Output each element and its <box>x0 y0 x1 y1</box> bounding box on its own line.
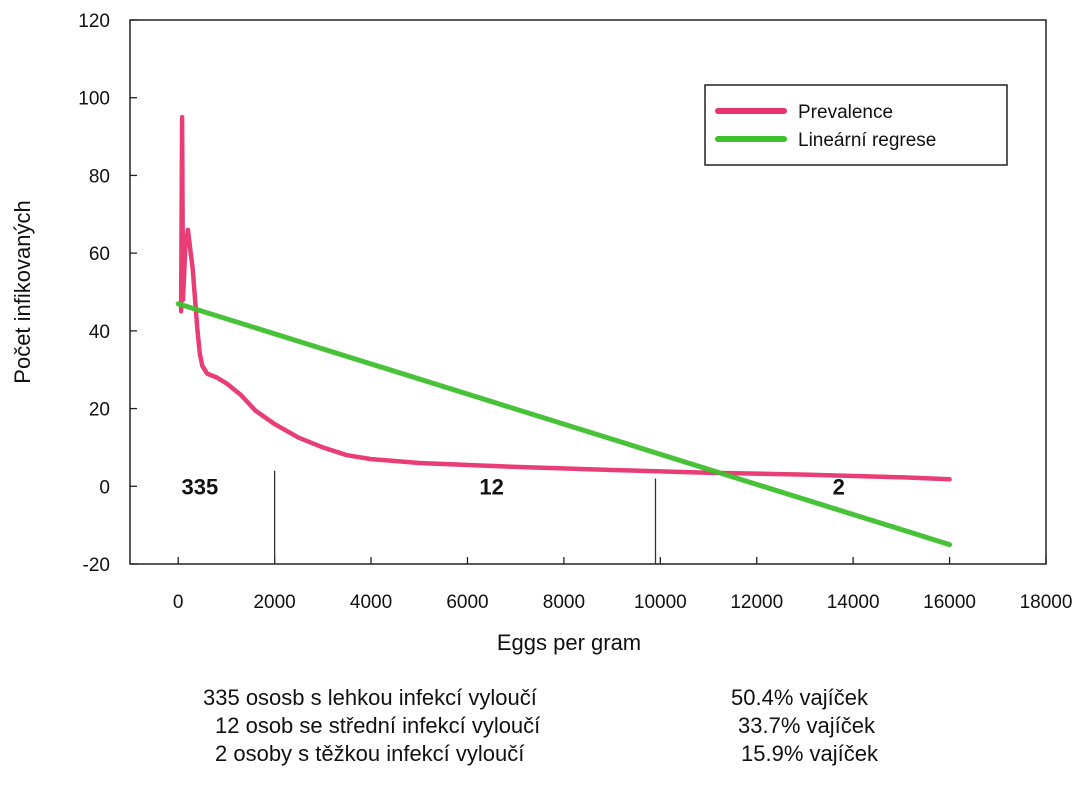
footnote-row: 335 ososb s lehkou infekcí vyloučí 50.4%… <box>203 684 963 712</box>
x-tick-label: 10000 <box>634 592 687 613</box>
x-axis-title: Eggs per gram <box>497 630 641 655</box>
series-line-regression <box>175 301 953 548</box>
y-tick-label: 120 <box>78 11 110 32</box>
footnote-percentage: 33.7% vajíček <box>738 713 875 738</box>
x-tick-label: 0 <box>173 592 184 613</box>
legend-label-regression: Lineární regrese <box>798 130 936 151</box>
group-count-label: 335 <box>182 474 219 499</box>
series-line-prevalence <box>178 114 952 482</box>
y-tick-label: 40 <box>89 322 110 343</box>
legend: Prevalence Lineární regrese <box>704 84 1008 166</box>
footnotes: 335 ososb s lehkou infekcí vyloučí 50.4%… <box>203 684 963 768</box>
footnote-text: 335 ososb s lehkou infekcí vyloučí <box>203 685 537 710</box>
legend-label-prevalence: Prevalence <box>798 102 893 123</box>
group-dividers <box>273 470 657 564</box>
x-tick-label: 18000 <box>1020 592 1073 613</box>
group-count-label: 12 <box>479 474 503 499</box>
series-layer <box>175 114 953 548</box>
group-count-label: 2 <box>833 474 845 499</box>
x-tick-label: 14000 <box>827 592 880 613</box>
footnote-row: 12 osob se střední infekcí vyloučí 33.7%… <box>203 712 963 740</box>
group-labels: 335 12 2 <box>182 474 845 499</box>
y-tick-label: 80 <box>89 166 110 187</box>
x-axis-ticks: 0 2000 4000 6000 8000 10000 12000 14000 16000 180… <box>173 557 1073 613</box>
y-tick-label: 60 <box>89 244 110 265</box>
footnote-text: 2 osoby s těžkou infekcí vyloučí <box>215 741 525 766</box>
y-tick-label: 0 <box>99 477 110 498</box>
y-axis-ticks: -20 0 20 40 60 80 100 120 <box>78 11 137 576</box>
chart: -20 0 20 40 60 80 100 120 0 2000 4000 6000 8000 1000… <box>10 11 1073 655</box>
x-tick-label: 16000 <box>923 592 976 613</box>
x-tick-label: 12000 <box>730 592 783 613</box>
y-tick-label: 20 <box>89 400 110 421</box>
x-tick-label: 2000 <box>253 592 295 613</box>
legend-box <box>704 84 1008 166</box>
footnote-percentage: 50.4% vajíček <box>731 685 868 710</box>
y-tick-label: 100 <box>78 89 110 110</box>
y-tick-label: -20 <box>83 555 110 576</box>
x-tick-label: 8000 <box>543 592 585 613</box>
x-tick-label: 4000 <box>350 592 392 613</box>
y-axis-title: Počet infikovaných <box>10 200 35 383</box>
footnote-text: 12 osob se střední infekcí vyloučí <box>215 713 541 738</box>
footnote-row: 2 osoby s těžkou infekcí vyloučí 15.9% v… <box>203 740 963 768</box>
x-tick-label: 6000 <box>446 592 488 613</box>
footnote-percentage: 15.9% vajíček <box>741 741 878 766</box>
